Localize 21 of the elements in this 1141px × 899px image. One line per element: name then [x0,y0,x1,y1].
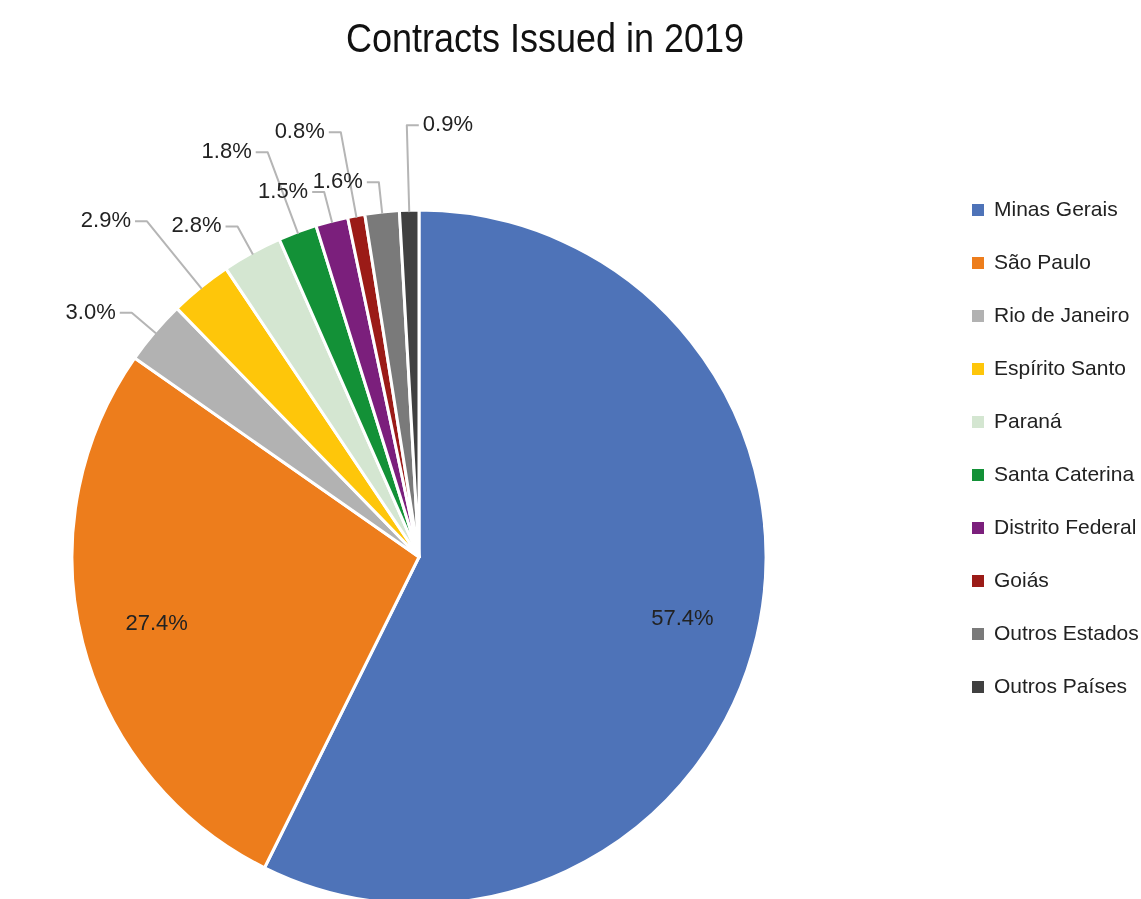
legend-label: Rio de Janeiro [994,302,1130,326]
legend-label: Distrito Federal [994,514,1137,538]
chart-title: Contracts Issued in 2019 [345,16,745,61]
data-label: 2.8% [171,212,222,238]
legend-label: Goiás [994,567,1049,591]
legend-label: Espírito Santo [994,355,1126,379]
data-label: 0.8% [274,117,325,143]
data-label: 0.9% [422,110,473,136]
data-label: 1.5% [258,177,309,203]
legend-label: Outros Estados [994,620,1139,644]
legend-label: Paraná [994,408,1063,432]
data-label: 3.0% [65,298,116,324]
legend-label: Santa Caterina [994,461,1135,485]
legend-label: São Paulo [994,249,1091,273]
legend-label: Minas Gerais [994,196,1118,220]
legend-label: Outros Países [994,673,1128,697]
data-label: 1.6% [312,167,363,193]
data-label: 27.4% [125,609,188,635]
data-label: 57.4% [651,604,714,630]
data-label: 1.8% [201,138,252,164]
data-label: 2.9% [80,207,132,233]
